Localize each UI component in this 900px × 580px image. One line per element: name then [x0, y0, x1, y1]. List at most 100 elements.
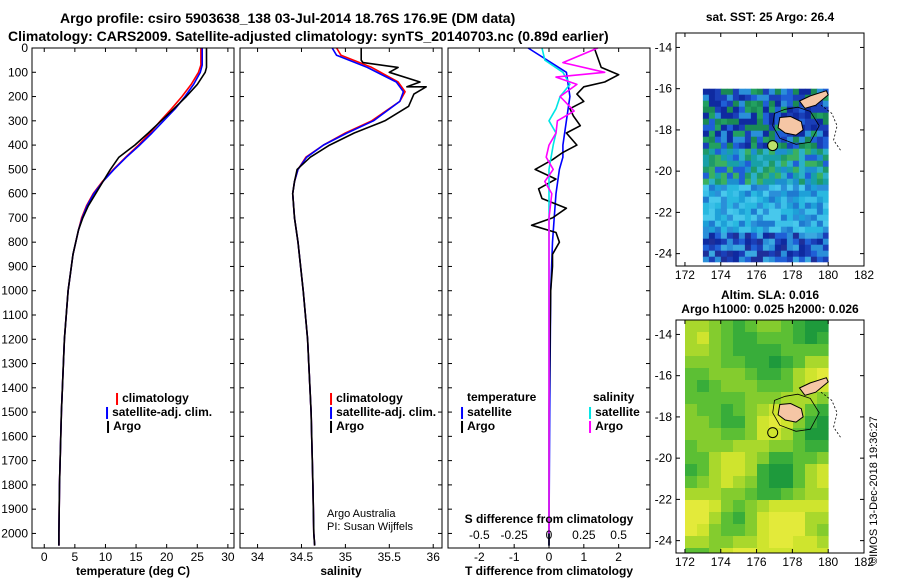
- heatmap-cell: [781, 320, 794, 333]
- heatmap-cell: [685, 392, 698, 405]
- heatmap-cell: [805, 416, 818, 429]
- heatmap-cell: [726, 250, 734, 258]
- heatmap-cell: [744, 166, 752, 174]
- heatmap-cell: [702, 250, 710, 258]
- heatmap-cell: [822, 244, 829, 252]
- map-y-tick-label: -20: [655, 451, 673, 465]
- y-tick-label: 500: [8, 162, 28, 176]
- heatmap-cell: [816, 100, 824, 108]
- heatmap-cell: [768, 184, 776, 192]
- heatmap-cell: [745, 476, 758, 489]
- x-tick-label: 20: [160, 550, 174, 564]
- island-shape: [777, 402, 804, 423]
- heatmap-cell: [733, 488, 746, 501]
- heatmap-cell: [769, 320, 782, 333]
- heatmap-cell: [720, 154, 728, 162]
- heatmap-cell: [805, 536, 818, 549]
- heatmap-cell: [762, 178, 770, 186]
- heatmap-cell: [822, 130, 829, 138]
- heatmap-cell: [804, 250, 812, 258]
- heatmap-cell: [762, 220, 770, 228]
- heatmap-cell: [685, 404, 698, 417]
- heatmap-cell: [781, 476, 794, 489]
- heatmap-cell: [756, 196, 764, 204]
- heatmap-cell: [780, 256, 788, 263]
- heatmap-cell: [786, 196, 794, 204]
- heatmap-cell: [750, 94, 758, 102]
- heatmap-cell: [804, 190, 812, 198]
- heatmap-cell: [744, 106, 752, 114]
- heatmap-cell: [756, 160, 764, 168]
- heatmap-cell: [702, 172, 710, 180]
- heatmap-cell: [726, 244, 734, 252]
- heatmap-cell: [798, 256, 806, 263]
- heatmap-cell: [804, 238, 812, 246]
- heatmap-cell: [750, 166, 758, 174]
- heatmap-cell: [822, 208, 829, 216]
- heatmap-cell: [792, 196, 800, 204]
- heatmap-cell: [708, 118, 716, 126]
- heatmap-cell: [750, 124, 758, 132]
- legend-sal-satellite-label: ❙satellite-adj. clim.: [326, 405, 437, 419]
- heatmap-cell: [798, 214, 806, 222]
- heatmap-cell: [780, 178, 788, 186]
- heatmap-cell: [685, 452, 698, 465]
- heatmap-cell: [720, 88, 728, 96]
- heatmap-cell: [714, 88, 722, 96]
- heatmap-cell: [774, 136, 782, 144]
- map-x-tick-label: 182: [854, 555, 874, 569]
- x-tick-label: 2: [615, 550, 622, 564]
- heatmap-cell: [817, 488, 829, 501]
- heatmap-cell: [702, 142, 710, 150]
- heatmap-cell: [817, 464, 829, 477]
- heatmap-cells-altimetry-sla-map: [685, 320, 829, 554]
- legend-argo-label: ❙Argo: [103, 419, 142, 433]
- heatmap-cell: [726, 208, 734, 216]
- heatmap-cell: [720, 226, 728, 234]
- heatmap-cell: [756, 100, 764, 108]
- heatmap-cell: [792, 154, 800, 162]
- heatmap-cell: [726, 256, 734, 263]
- heatmap-cell: [732, 196, 740, 204]
- heatmap-cell: [769, 380, 782, 393]
- series-line-salinity-profile-2: [291, 48, 428, 546]
- heatmap-cell: [768, 118, 776, 126]
- heatmap-cell: [805, 500, 818, 513]
- heatmap-cell: [726, 166, 734, 174]
- map-y-tick-label: -24: [655, 534, 673, 548]
- heatmap-cell: [708, 190, 716, 198]
- heatmap-cell: [792, 208, 800, 216]
- heatmap-cell: [714, 184, 722, 192]
- heatmap-cell: [745, 440, 758, 453]
- heatmap-cell: [756, 232, 764, 240]
- heatmap-cell: [750, 244, 758, 252]
- heatmap-cell: [697, 344, 710, 357]
- heatmap-cell: [798, 244, 806, 252]
- heatmap-cell: [714, 124, 722, 132]
- heatmap-cell: [714, 172, 722, 180]
- heatmap-cell: [721, 500, 734, 513]
- heatmap-cell: [714, 106, 722, 114]
- heatmap-cell: [733, 512, 746, 525]
- heatmap-cell: [744, 160, 752, 168]
- heatmap-cell: [714, 166, 722, 174]
- heatmap-cell: [769, 452, 782, 465]
- heatmap-cell: [822, 196, 829, 204]
- heatmap-cell: [702, 88, 710, 96]
- heatmap-cell: [774, 118, 782, 126]
- heatmap-cell: [732, 244, 740, 252]
- heatmap-cell: [768, 196, 776, 204]
- heatmap-cell: [721, 392, 734, 405]
- heatmap-cell: [733, 380, 746, 393]
- heatmap-cell: [714, 100, 722, 108]
- heatmap-cell: [781, 488, 794, 501]
- heatmap-cell: [750, 190, 758, 198]
- heatmap-cell: [768, 94, 776, 102]
- heatmap-cell: [726, 124, 734, 132]
- heatmap-cell: [804, 172, 812, 180]
- heatmap-cell: [774, 130, 782, 138]
- heatmap-cell: [793, 524, 806, 537]
- heatmap-cell: [709, 440, 722, 453]
- y-tick-label: 0: [21, 41, 28, 55]
- heatmap-cell: [769, 440, 782, 453]
